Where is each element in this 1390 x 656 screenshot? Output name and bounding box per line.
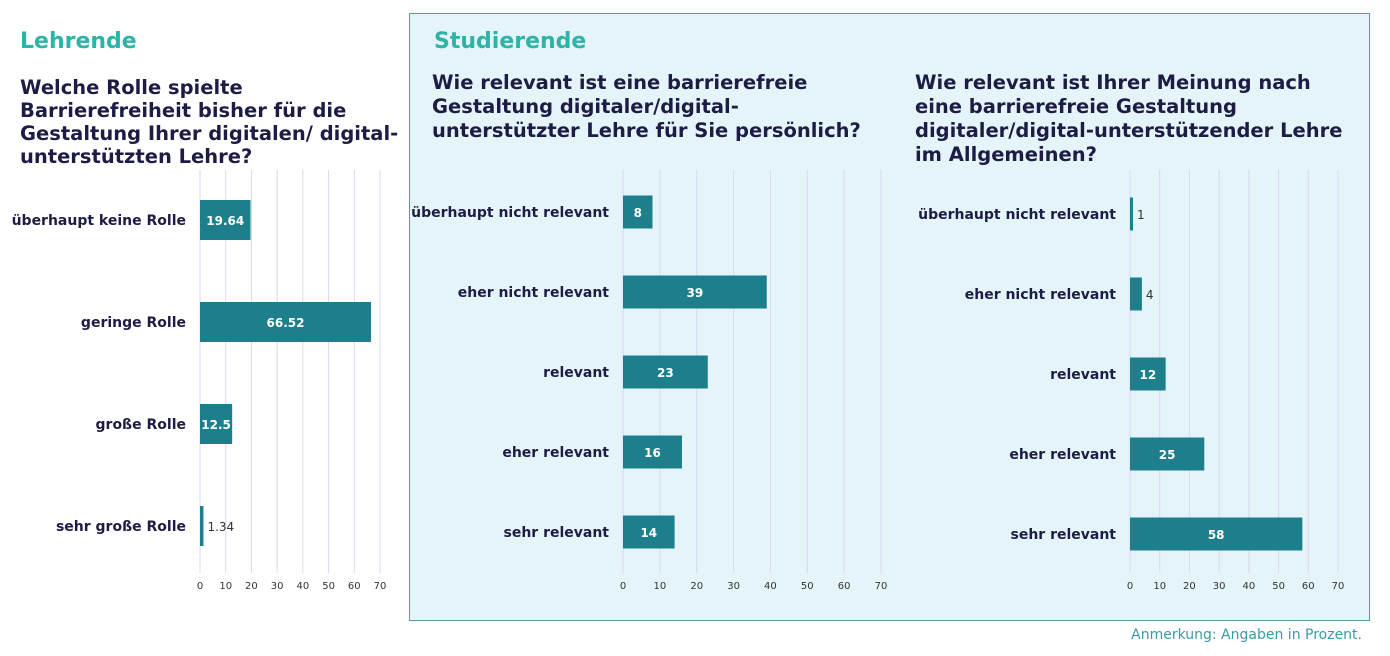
bar bbox=[1130, 277, 1142, 311]
bar bbox=[200, 302, 372, 342]
x-tick-label: 50 bbox=[801, 581, 814, 592]
bar bbox=[1130, 517, 1303, 551]
category-label: große Rolle bbox=[96, 417, 186, 433]
bar bbox=[623, 275, 767, 309]
category-label: überhaupt nicht relevant bbox=[918, 207, 1116, 223]
x-tick-label: 20 bbox=[1183, 581, 1196, 592]
data-label: 16 bbox=[644, 446, 661, 460]
x-tick-label: 0 bbox=[620, 581, 626, 592]
category-label: eher relevant bbox=[1009, 447, 1116, 463]
chart-lehrende-rolle: 0 10 20 30 40 50 60 70 überhaupt keine Rolle 19.6… bbox=[12, 170, 387, 592]
x-tick-label: 30 bbox=[1213, 581, 1226, 592]
data-label: 66.52 bbox=[267, 316, 305, 330]
lehrende-heading: Lehrende bbox=[20, 29, 137, 54]
bar bbox=[623, 355, 708, 389]
data-label: 8 bbox=[634, 206, 642, 220]
x-tick-label: 50 bbox=[1272, 581, 1285, 592]
data-label: 1 bbox=[1137, 208, 1145, 222]
x-tick-label: 10 bbox=[1153, 581, 1166, 592]
bar bbox=[623, 195, 653, 229]
x-tick-label: 40 bbox=[1242, 581, 1255, 592]
x-tick-label: 40 bbox=[296, 581, 309, 592]
bar bbox=[200, 506, 204, 546]
x-tick-label: 20 bbox=[690, 581, 703, 592]
category-label: sehr relevant bbox=[504, 525, 610, 541]
x-tick-label: 60 bbox=[838, 581, 851, 592]
data-label: 58 bbox=[1208, 528, 1225, 542]
chart-studierende-allgemein: 0 10 20 30 40 50 60 70 überhaupt nicht relevant 1… bbox=[918, 170, 1345, 592]
data-label: 1.34 bbox=[207, 520, 234, 534]
category-label: eher nicht relevant bbox=[965, 287, 1117, 303]
footnote: Anmerkung: Angaben in Prozent. bbox=[1131, 627, 1362, 643]
x-tick-label: 20 bbox=[245, 581, 258, 592]
data-label: 23 bbox=[657, 366, 674, 380]
x-tick-label: 40 bbox=[764, 581, 777, 592]
bar bbox=[623, 515, 675, 549]
category-label: überhaupt keine Rolle bbox=[12, 213, 186, 229]
studierende-heading: Studierende bbox=[434, 29, 587, 54]
category-label: eher nicht relevant bbox=[458, 285, 610, 301]
data-label: 4 bbox=[1146, 288, 1154, 302]
chart-studierende-persoenlich: 0 10 20 30 40 50 60 70 überhaupt nicht relevant 8… bbox=[411, 170, 888, 592]
chart-3-title: Wie relevant ist Ihrer Meinung nach eine… bbox=[915, 71, 1343, 166]
x-tick-label: 30 bbox=[727, 581, 740, 592]
category-label: geringe Rolle bbox=[81, 315, 186, 331]
x-tick-label: 50 bbox=[322, 581, 335, 592]
x-tick-label: 70 bbox=[1332, 581, 1345, 592]
category-label: sehr große Rolle bbox=[56, 519, 186, 535]
data-label: 12.5 bbox=[201, 418, 231, 432]
bar bbox=[200, 404, 233, 444]
x-tick-label: 60 bbox=[1302, 581, 1315, 592]
data-label: 14 bbox=[640, 526, 657, 540]
bar bbox=[1130, 357, 1166, 391]
category-label: sehr relevant bbox=[1011, 527, 1117, 543]
x-tick-label: 70 bbox=[875, 581, 888, 592]
x-tick-label: 70 bbox=[374, 581, 387, 592]
category-label: eher relevant bbox=[502, 445, 609, 461]
x-tick-label: 30 bbox=[271, 581, 284, 592]
data-label: 12 bbox=[1139, 368, 1156, 382]
x-tick-label: 10 bbox=[219, 581, 232, 592]
category-label: relevant bbox=[543, 365, 609, 381]
x-tick-label: 60 bbox=[348, 581, 361, 592]
chart-1-title: Welche Rolle spielte Barrierefreiheit bi… bbox=[20, 76, 399, 168]
chart-2-title: Wie relevant ist eine barrierefreie Gest… bbox=[432, 71, 861, 142]
data-label: 19.64 bbox=[206, 214, 244, 228]
bar bbox=[200, 200, 251, 240]
category-label: relevant bbox=[1050, 367, 1116, 383]
x-tick-label: 0 bbox=[197, 581, 203, 592]
category-label: überhaupt nicht relevant bbox=[411, 205, 609, 221]
x-tick-label: 0 bbox=[1127, 581, 1133, 592]
x-tick-label: 10 bbox=[653, 581, 666, 592]
bar bbox=[1130, 197, 1133, 231]
data-label: 25 bbox=[1159, 448, 1176, 462]
data-label: 39 bbox=[687, 286, 704, 300]
bar bbox=[623, 435, 682, 469]
bar bbox=[1130, 437, 1205, 471]
